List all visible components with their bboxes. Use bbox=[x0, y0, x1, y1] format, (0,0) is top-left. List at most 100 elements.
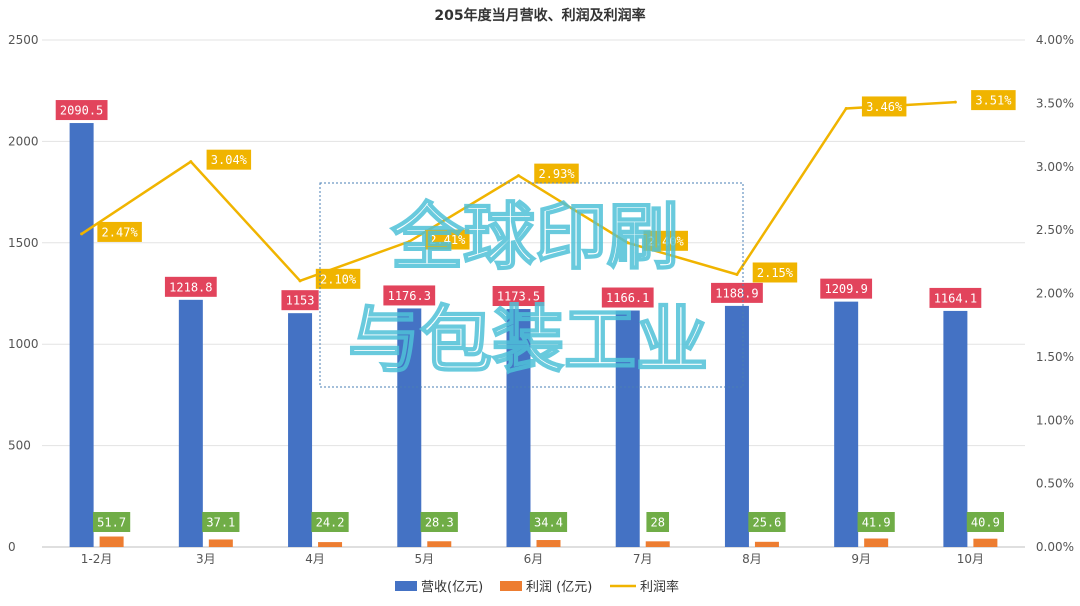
revenue-bar bbox=[69, 123, 94, 547]
rate-label: 3.04% bbox=[211, 153, 248, 167]
profit-rate-point bbox=[626, 241, 630, 245]
watermark-frame bbox=[319, 182, 744, 388]
profit-label-box bbox=[529, 512, 568, 532]
profit-label: 41.9 bbox=[862, 516, 891, 530]
revenue-label: 1209.9 bbox=[824, 282, 867, 296]
profit-bar bbox=[427, 541, 452, 547]
profit-rate-point bbox=[80, 232, 84, 236]
watermark: 全球印刷 与包装工业 bbox=[319, 182, 744, 388]
right-tick-label: 2.50% bbox=[1036, 223, 1074, 237]
revenue-label: 1164.1 bbox=[934, 291, 977, 305]
profit-rate-point bbox=[298, 279, 302, 283]
right-axis-ticks: 0.00% 0.50% 1.00% 1.50% 2.00% 2.50% 3.00% 3.50%… bbox=[1036, 33, 1074, 554]
right-tick-label: 4.00% bbox=[1036, 33, 1074, 47]
profit-label: 34.4 bbox=[534, 516, 563, 530]
right-tick-label: 3.50% bbox=[1036, 96, 1074, 110]
revenue-bar bbox=[834, 301, 859, 547]
profit-label: 40.9 bbox=[971, 516, 1000, 530]
right-tick-label: 2.00% bbox=[1036, 287, 1074, 301]
left-tick-label: 1000 bbox=[8, 337, 39, 351]
revenue-bar bbox=[397, 308, 422, 547]
right-tick-label: 1.00% bbox=[1036, 413, 1074, 427]
rate-label: 2.10% bbox=[320, 272, 357, 286]
revenue-label: 1173.5 bbox=[497, 290, 540, 304]
profit-rate-line-group bbox=[80, 100, 957, 283]
revenue-bar bbox=[615, 310, 640, 547]
profit-bar bbox=[99, 536, 124, 547]
profit-label: 28.3 bbox=[425, 516, 454, 530]
profit-label-box bbox=[202, 512, 240, 532]
watermark-line1: 全球印刷 bbox=[390, 195, 679, 279]
revenue-bar bbox=[724, 305, 749, 547]
rate-label-box bbox=[971, 90, 1016, 111]
rate-label-box bbox=[534, 163, 579, 184]
revenue-bar bbox=[506, 309, 531, 547]
revenue-bar bbox=[288, 313, 313, 547]
right-tick-label: 3.00% bbox=[1036, 160, 1074, 174]
rate-label: 2.41% bbox=[429, 233, 466, 247]
profit-label-box bbox=[857, 512, 895, 532]
left-axis-ticks: 0 500 1000 1500 2000 2500 bbox=[8, 33, 39, 554]
profit-rate-point bbox=[953, 100, 957, 104]
profit-bar bbox=[864, 538, 889, 547]
x-tick-label: 7月 bbox=[633, 552, 653, 566]
right-tick-label: 0.50% bbox=[1036, 477, 1074, 491]
rate-label-box bbox=[206, 149, 252, 170]
revenue-label-box bbox=[711, 282, 763, 303]
revenue-label: 2090.5 bbox=[60, 104, 103, 118]
revenue-label: 1166.1 bbox=[606, 291, 649, 305]
revenue-label: 1218.8 bbox=[169, 280, 212, 294]
revenue-label-box bbox=[929, 287, 982, 308]
revenue-label: 1153 bbox=[286, 294, 315, 308]
profit-bar bbox=[318, 542, 343, 547]
legend-swatch bbox=[500, 581, 522, 591]
x-tick-label: 3月 bbox=[196, 552, 216, 566]
right-tick-label: 1.50% bbox=[1036, 350, 1074, 364]
x-tick-label: 5月 bbox=[414, 552, 434, 566]
revenue-label-box bbox=[55, 100, 108, 121]
rate-label: 3.51% bbox=[975, 94, 1012, 108]
profit-bar bbox=[536, 540, 561, 547]
legend: 营收(亿元) 利润 (亿元) 利润率 bbox=[395, 579, 679, 595]
rate-label-box bbox=[97, 221, 142, 242]
grid-lines bbox=[42, 39, 1025, 548]
revenue-bar bbox=[943, 310, 968, 547]
x-tick-label: 8月 bbox=[742, 552, 762, 566]
profit-label-box bbox=[646, 512, 670, 532]
profit-rate-point bbox=[844, 106, 848, 110]
x-axis-ticks: 1-2月 3月 4月 5月 6月 7月 8月 9月 10月 bbox=[81, 552, 984, 566]
x-tick-label: 6月 bbox=[524, 552, 544, 566]
left-tick-label: 2000 bbox=[8, 134, 39, 148]
left-tick-label: 0 bbox=[8, 540, 16, 554]
revenue-label: 1176.3 bbox=[388, 289, 431, 303]
revenue-label-box bbox=[383, 285, 436, 306]
legend-label: 营收(亿元) bbox=[421, 580, 483, 595]
left-tick-label: 1500 bbox=[8, 236, 39, 250]
profit-rate-point bbox=[407, 240, 411, 244]
x-tick-label: 1-2月 bbox=[81, 552, 113, 566]
legend-label: 利润 (亿元) bbox=[526, 580, 592, 595]
profit-rate-point bbox=[735, 272, 739, 276]
revenue-label-box bbox=[820, 278, 873, 299]
profit-label-box bbox=[420, 512, 458, 532]
revenue-label-box bbox=[164, 276, 217, 297]
profit-rate-point bbox=[517, 174, 520, 178]
x-tick-label: 10月 bbox=[957, 552, 984, 566]
rate-label-box bbox=[425, 229, 470, 250]
bars-group bbox=[69, 123, 998, 547]
profit-label-box bbox=[748, 512, 786, 532]
x-tick-label: 4月 bbox=[305, 552, 325, 566]
rate-label-box bbox=[752, 262, 798, 283]
profit-bar bbox=[973, 538, 998, 547]
revenue-label-box bbox=[492, 286, 545, 307]
watermark-line2: 与包装工业 bbox=[348, 298, 708, 382]
rate-label: 2.15% bbox=[757, 266, 794, 280]
profit-label: 25.6 bbox=[752, 516, 781, 530]
profit-bar bbox=[208, 539, 233, 547]
x-tick-label: 9月 bbox=[851, 552, 871, 566]
rate-label: 2.93% bbox=[538, 167, 575, 181]
rate-label: 2.40% bbox=[648, 234, 685, 248]
profit-label-box bbox=[93, 512, 131, 532]
rate-label-box bbox=[861, 96, 907, 117]
